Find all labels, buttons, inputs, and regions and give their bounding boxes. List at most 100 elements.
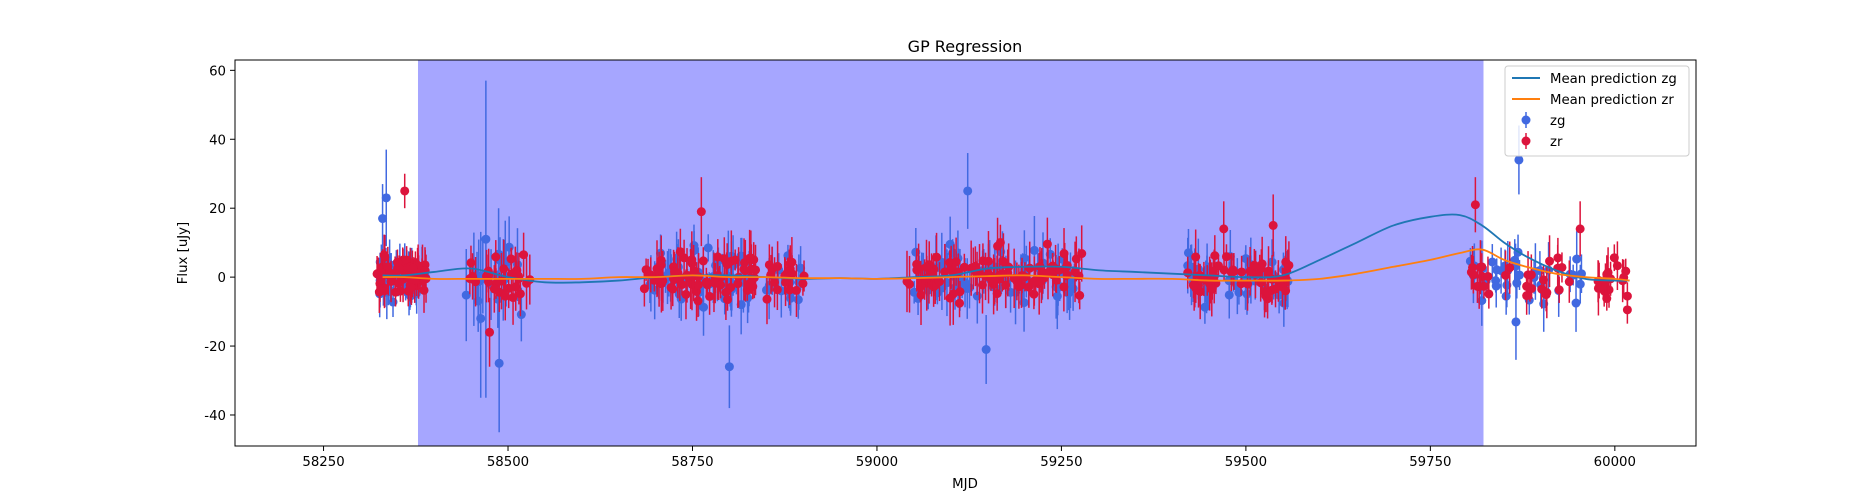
zg-point bbox=[1052, 291, 1062, 301]
zr-point bbox=[998, 257, 1008, 267]
zg-point bbox=[1200, 302, 1210, 312]
zr-point bbox=[1226, 267, 1236, 277]
zr-point bbox=[666, 283, 676, 293]
zr-point bbox=[1468, 270, 1478, 280]
zr-point bbox=[1059, 282, 1069, 292]
zr-point bbox=[687, 255, 697, 265]
zr-point bbox=[798, 279, 808, 289]
zr-point bbox=[698, 256, 708, 266]
zr-point bbox=[1249, 260, 1259, 270]
zr-point bbox=[1268, 220, 1278, 230]
zr-point bbox=[466, 258, 476, 268]
zr-point bbox=[406, 282, 416, 292]
legend-label-zg: zg bbox=[1550, 114, 1565, 129]
zr-point bbox=[746, 253, 756, 263]
zr-point bbox=[1025, 263, 1035, 273]
zr-point bbox=[500, 291, 510, 301]
x-tick-label: 59500 bbox=[1225, 455, 1267, 470]
zr-point bbox=[1219, 224, 1229, 234]
zr-point bbox=[1208, 266, 1218, 276]
zr-point bbox=[787, 269, 797, 279]
zr-point bbox=[1484, 289, 1494, 299]
zr-point bbox=[1468, 262, 1478, 272]
x-tick-label: 59250 bbox=[1040, 455, 1082, 470]
zg-point bbox=[1511, 317, 1521, 327]
zr-point bbox=[1189, 280, 1199, 290]
zg-point bbox=[703, 243, 713, 253]
zr-point bbox=[419, 285, 429, 295]
zg-point bbox=[1019, 253, 1029, 263]
zg-point bbox=[1571, 298, 1581, 308]
zr-point bbox=[1043, 267, 1053, 277]
zg-point bbox=[1514, 155, 1524, 165]
zr-point bbox=[1264, 266, 1274, 276]
zr-point bbox=[940, 267, 950, 277]
zr-point bbox=[701, 277, 711, 287]
zr-point bbox=[1207, 284, 1217, 294]
x-tick-label: 58750 bbox=[671, 455, 713, 470]
zr-point bbox=[915, 282, 925, 292]
x-tick-label: 59750 bbox=[1409, 455, 1451, 470]
zr-point bbox=[693, 296, 703, 306]
zg-point bbox=[1029, 245, 1039, 255]
zr-point bbox=[1602, 294, 1612, 304]
zg-point bbox=[1492, 265, 1502, 275]
zr-point bbox=[392, 257, 402, 267]
zr-point bbox=[912, 265, 922, 275]
mean-prediction-line bbox=[382, 248, 1630, 282]
zr-point bbox=[1051, 275, 1061, 285]
legend-zg-marker bbox=[1521, 115, 1531, 125]
zg-point bbox=[945, 239, 955, 249]
zr-point bbox=[1522, 291, 1532, 301]
x-axis-label: MJD bbox=[952, 477, 978, 492]
zr-point bbox=[1271, 284, 1281, 294]
zr-point bbox=[748, 282, 758, 292]
zr-point bbox=[733, 279, 743, 289]
zr-point bbox=[506, 254, 516, 264]
zr-point bbox=[1075, 290, 1085, 300]
zr-point bbox=[762, 294, 772, 304]
zr-point bbox=[1505, 263, 1515, 273]
zg-point bbox=[793, 295, 803, 305]
zr-point bbox=[696, 207, 706, 217]
zr-point bbox=[1071, 254, 1081, 264]
zr-point bbox=[740, 266, 750, 276]
zr-point bbox=[639, 284, 649, 294]
x-tick-label: 60000 bbox=[1594, 455, 1636, 470]
y-axis: -40 -20 0 20 40 60 bbox=[204, 64, 235, 424]
legend-label-zg-prediction: Mean prediction zg bbox=[1550, 72, 1677, 87]
zr-point bbox=[921, 262, 931, 272]
zr-point bbox=[1474, 282, 1484, 292]
x-axis: 58250 58500 58750 59000 59250 59500 59750 60000 bbox=[302, 446, 1636, 470]
zr-point bbox=[1523, 270, 1533, 280]
zr-point bbox=[694, 272, 704, 282]
zg-point bbox=[381, 193, 391, 203]
zg-point bbox=[516, 310, 526, 320]
zg-point bbox=[461, 290, 471, 300]
y-tick-label: 0 bbox=[218, 271, 226, 286]
zr-point bbox=[1283, 260, 1293, 270]
zr-point bbox=[1012, 276, 1022, 286]
zr-point bbox=[1564, 277, 1574, 287]
zr-point bbox=[1256, 263, 1266, 273]
zg-point bbox=[1279, 298, 1289, 308]
legend-label-zr: zr bbox=[1550, 135, 1563, 150]
zg-point bbox=[476, 313, 486, 323]
zg-point bbox=[1515, 270, 1525, 280]
data-points-layer bbox=[372, 80, 1632, 433]
zr-point bbox=[1475, 262, 1485, 272]
zr-point bbox=[677, 280, 687, 290]
y-tick-label: 20 bbox=[209, 202, 226, 217]
legend-zr-marker bbox=[1521, 136, 1531, 146]
zr-point bbox=[1622, 291, 1632, 301]
zr-point bbox=[1612, 261, 1622, 271]
zg-point bbox=[1575, 279, 1585, 289]
zr-point bbox=[681, 289, 691, 299]
chart-title: GP Regression bbox=[908, 37, 1023, 56]
zr-point bbox=[773, 261, 783, 271]
x-tick-label: 59000 bbox=[856, 455, 898, 470]
zr-point bbox=[990, 276, 1000, 286]
zr-point bbox=[959, 262, 969, 272]
